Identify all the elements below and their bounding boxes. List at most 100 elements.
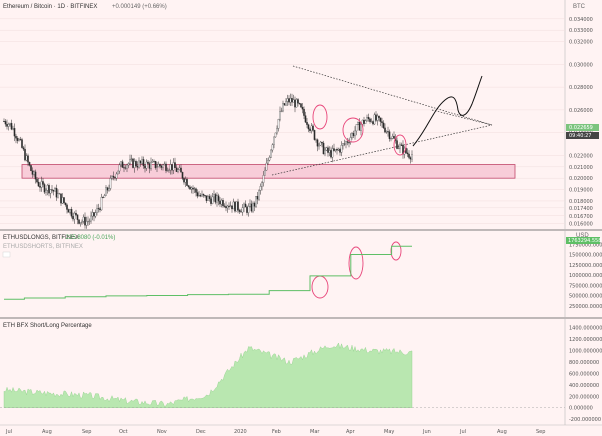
candle-body xyxy=(126,164,128,169)
candle-body xyxy=(87,221,89,223)
candle-body xyxy=(72,216,74,220)
candle-body xyxy=(322,142,325,155)
y-tick-label: 0.028000 xyxy=(569,85,593,91)
candle-body xyxy=(222,200,224,207)
candle-body xyxy=(58,193,61,195)
retest-highlight[interactable] xyxy=(312,104,328,130)
candle-body xyxy=(267,160,269,164)
candle-body xyxy=(108,188,110,191)
y-tick-label: 0.022000 xyxy=(569,153,593,159)
candle-body xyxy=(298,102,301,104)
candle-body xyxy=(82,216,85,222)
candle-body xyxy=(343,143,346,145)
candle-body xyxy=(321,141,323,144)
candle-body xyxy=(309,128,311,132)
candle-body xyxy=(337,149,340,151)
candle-body xyxy=(204,195,206,197)
candle-body xyxy=(297,99,299,104)
candle-body xyxy=(106,187,109,191)
candle-body xyxy=(57,193,59,198)
candle-body xyxy=(390,138,392,140)
candle-body xyxy=(192,187,194,190)
longs-line[interactable] xyxy=(4,245,412,300)
candle-body xyxy=(63,197,65,204)
candle-body xyxy=(289,98,292,103)
retest-highlight[interactable] xyxy=(342,117,364,143)
candle-body xyxy=(288,98,290,103)
candle-body xyxy=(277,119,280,129)
candle-body xyxy=(202,193,205,196)
candle-body xyxy=(117,170,119,175)
candle-body xyxy=(183,178,185,183)
triangle-upper-trendline[interactable] xyxy=(292,65,493,126)
x-tick-label: Jul xyxy=(459,429,466,435)
candle-body xyxy=(30,165,32,172)
step-highlight[interactable] xyxy=(390,241,402,261)
candle-body xyxy=(16,138,19,141)
retest-highlight[interactable] xyxy=(393,134,407,156)
candle-body xyxy=(10,122,13,130)
step-highlight[interactable] xyxy=(348,246,364,280)
candle-body xyxy=(28,162,31,166)
candle-body xyxy=(352,133,355,137)
x-tick-label: Mar xyxy=(310,429,320,435)
y-tick-label: 1200.000000 xyxy=(569,337,602,343)
candle-body xyxy=(262,175,265,183)
candle-body xyxy=(345,141,347,145)
triangle-extension[interactable] xyxy=(431,109,493,126)
x-tick-label: Jun xyxy=(422,429,431,435)
shorts-title: ETHUSDSHORTS, BITFINEX xyxy=(3,244,83,250)
candle-body xyxy=(375,114,377,121)
candle-body xyxy=(196,192,199,197)
candle-body xyxy=(145,161,148,169)
candle-body xyxy=(223,205,226,207)
candle-body xyxy=(19,139,22,140)
ratio-area[interactable] xyxy=(3,342,413,408)
candle-body xyxy=(396,140,398,149)
y-tick-label: 750000.000000 xyxy=(569,283,602,289)
y-tick-label: 1250000.000000 xyxy=(569,263,602,269)
candle-body xyxy=(397,147,400,149)
candle-body xyxy=(157,164,160,168)
collapse-button[interactable] xyxy=(2,251,11,258)
y-tick-label: 0.016000 xyxy=(569,222,593,228)
candle-body xyxy=(9,122,11,125)
support-zone[interactable] xyxy=(21,164,516,179)
candle-body xyxy=(54,188,56,192)
candle-body xyxy=(324,149,326,155)
usd-label: USD xyxy=(576,233,589,239)
candle-body xyxy=(13,128,16,137)
candle-body xyxy=(357,122,359,125)
x-tick-label: Oct xyxy=(119,429,128,435)
x-tick-label: Feb xyxy=(272,429,281,435)
candle-body xyxy=(286,98,289,102)
candle-body xyxy=(154,161,157,169)
candle-body xyxy=(67,209,70,213)
y-tick-label: 1400.000000 xyxy=(569,326,602,332)
candle-body xyxy=(328,150,331,153)
candle-body xyxy=(133,161,136,168)
candle-body xyxy=(169,164,172,171)
step-highlight[interactable] xyxy=(311,275,329,299)
candle-body xyxy=(171,164,173,171)
candle-body xyxy=(388,131,391,139)
price-badge xyxy=(566,124,599,131)
x-tick-label: Nov xyxy=(157,429,167,435)
candle-body xyxy=(318,145,320,147)
candle-body xyxy=(408,153,410,158)
candle-body xyxy=(226,205,229,209)
candle-body xyxy=(75,212,77,215)
candle-body xyxy=(367,117,370,120)
candle-body xyxy=(411,154,413,160)
candle-body xyxy=(339,149,341,153)
candle-body xyxy=(363,119,365,124)
projected-path[interactable] xyxy=(412,75,483,147)
candle-body xyxy=(399,144,401,149)
y-tick-label: 800.000000 xyxy=(569,360,599,366)
candle-body xyxy=(306,122,308,125)
x-tick-label: Sep xyxy=(82,429,91,435)
candle-body xyxy=(115,173,118,179)
candle-body xyxy=(276,128,278,134)
candle-body xyxy=(153,161,155,162)
